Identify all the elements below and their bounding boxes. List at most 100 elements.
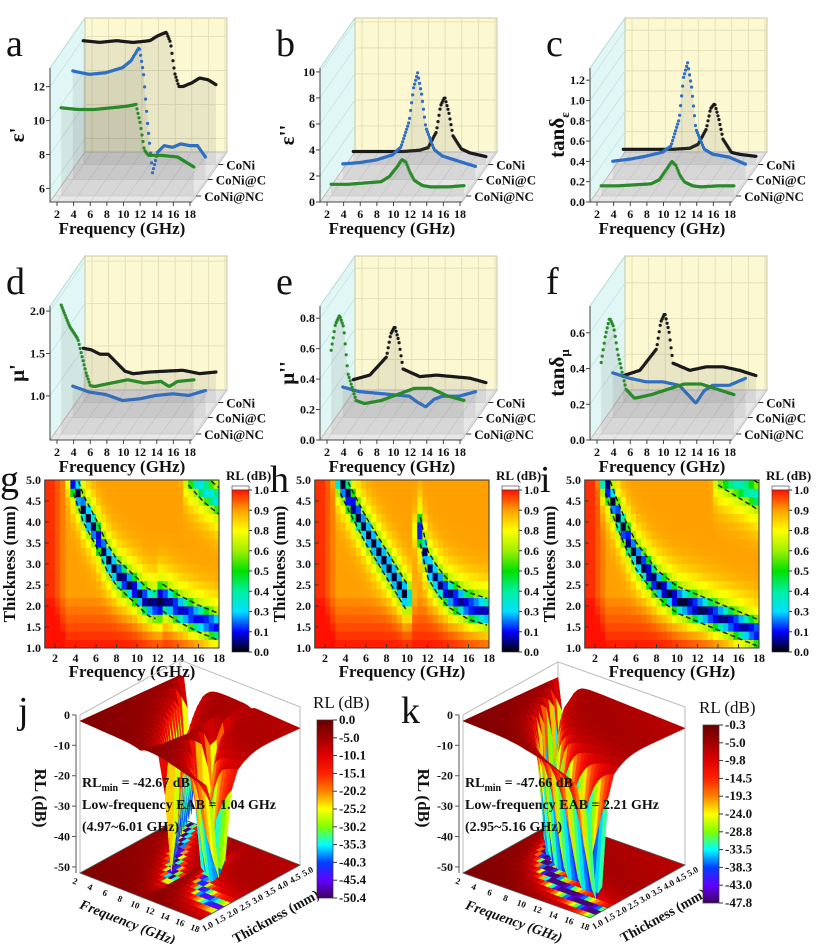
heatmap-cell <box>325 555 331 565</box>
heatmap-cell <box>651 572 657 582</box>
heatmap-cell <box>407 580 413 590</box>
heatmap-cell <box>646 606 652 615</box>
heatmap-cell <box>442 606 449 615</box>
heatmap-cell <box>473 480 480 489</box>
heatmap-cell <box>314 589 321 598</box>
heatmap-cell <box>111 538 117 548</box>
heatmap-cell <box>121 597 128 607</box>
heatmap-cell <box>595 488 601 498</box>
x-tick-label: 6 <box>87 207 93 221</box>
data-point-CoNi <box>657 330 661 334</box>
heatmap-cell <box>198 589 205 598</box>
heatmap-cell <box>407 606 413 615</box>
heatmap-cell <box>702 555 709 565</box>
heatmap-cell <box>396 505 403 514</box>
heatmap-cell <box>360 530 367 540</box>
heatmap-cell <box>116 496 123 506</box>
data-point-CoNi <box>754 154 758 158</box>
heatmap-cell <box>437 555 444 565</box>
heatmap-cell <box>80 555 87 565</box>
heatmap-cell <box>142 622 148 632</box>
heatmap-cell <box>463 547 469 556</box>
heatmap-cell <box>707 614 714 624</box>
heatmap-cell <box>203 538 210 548</box>
heatmap-cell <box>463 597 469 607</box>
heatmap-cell <box>85 505 92 514</box>
heatmap-cell <box>432 580 439 590</box>
heatmap-cell <box>121 572 128 582</box>
data-point-CoNi <box>664 317 668 321</box>
heatmap-cell <box>325 639 331 649</box>
data-point-CoNi@NC <box>77 342 81 346</box>
heatmap-cell <box>412 639 418 649</box>
heatmap-cell <box>360 555 367 565</box>
heatmap-cell <box>396 513 403 523</box>
y-tick-label: 5.0 <box>296 473 311 487</box>
x-tick-label: 14 <box>151 445 163 459</box>
heatmap-cell <box>584 505 591 514</box>
heatmap-cell <box>396 631 403 640</box>
heatmap-cell <box>376 505 382 514</box>
heatmap-cell <box>345 589 352 598</box>
heatmap-cell <box>417 572 423 582</box>
heatmap-cell <box>615 488 622 498</box>
heatmap-cell <box>396 555 403 565</box>
heatmap-cell <box>70 480 76 489</box>
heatmap-cell <box>417 555 423 565</box>
heatmap-cell <box>193 614 199 624</box>
heatmap-cell <box>584 513 591 523</box>
data-point-CoNi@C <box>412 86 416 90</box>
heatmap-cell <box>340 480 346 489</box>
heatmap-cell <box>723 564 729 573</box>
heatmap-cell <box>172 496 179 506</box>
data-point-CoNi <box>169 44 173 48</box>
heatmap-cell <box>473 622 480 632</box>
heatmap-cell <box>396 480 403 489</box>
heatmap-cell <box>126 639 133 649</box>
y-axis-title-main: μ' <box>5 364 29 382</box>
heatmap-cell <box>157 488 164 498</box>
heatmap-cell <box>733 513 739 523</box>
data-point-CoNi@C <box>429 140 434 145</box>
heatmap-cell <box>126 572 133 582</box>
heatmap-cell <box>605 555 611 565</box>
heatmap-cell <box>162 622 169 632</box>
heatmap-cell <box>468 639 475 649</box>
heatmap-cell <box>96 589 102 598</box>
heatmap-cell <box>60 572 66 582</box>
heatmap-cell <box>656 488 663 498</box>
heatmap-cell <box>625 639 632 649</box>
heatmap-cell <box>157 572 164 582</box>
heatmap-cell <box>692 631 698 640</box>
heatmap-cell <box>96 639 102 649</box>
heatmap-cell <box>407 555 413 565</box>
heatmap-cell <box>692 496 698 506</box>
heatmap-cell <box>381 496 387 506</box>
heatmap-cell <box>707 505 714 514</box>
heatmap-cell <box>340 505 346 514</box>
heatmap-cell <box>157 547 164 556</box>
heatmap-cell <box>712 538 719 548</box>
heatmap-cell <box>355 538 362 548</box>
heatmap-cell <box>391 614 398 624</box>
heatmap-cell <box>391 547 398 556</box>
x-tick-label: 10 <box>658 207 670 221</box>
data-point-CoNi@C <box>402 137 406 141</box>
y-tick-label: 1.0 <box>570 93 585 107</box>
heatmap-cell <box>70 505 76 514</box>
heatmap-cell <box>381 547 387 556</box>
data-point-CoNi@C <box>141 66 145 70</box>
data-point-CoNi@NC <box>462 184 466 188</box>
heatmap-cell <box>360 564 367 573</box>
heatmap-cell <box>376 572 382 582</box>
heatmap-cell <box>371 639 377 649</box>
heatmap-cell <box>101 513 107 523</box>
heatmap-cell <box>55 505 61 514</box>
x-tick-label: 4 <box>71 445 77 459</box>
heatmap-cell <box>101 597 107 607</box>
data-point-CoNi <box>705 124 709 128</box>
heatmap-cell <box>589 555 596 565</box>
heatmap-cell <box>75 606 82 615</box>
heatmap-cell <box>70 564 76 573</box>
heatmap-cell <box>671 631 678 640</box>
